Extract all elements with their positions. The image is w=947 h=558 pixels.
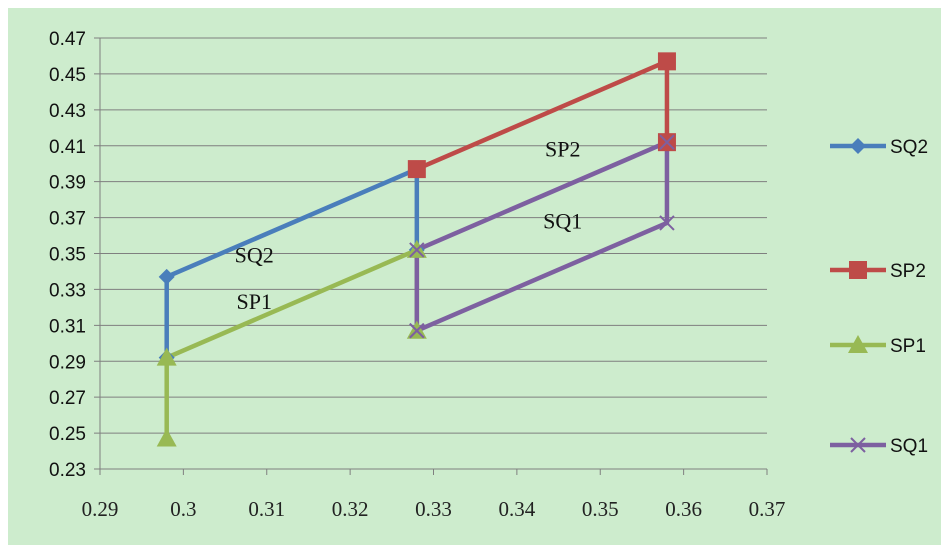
x-tick-label: 0.37 — [749, 497, 786, 521]
legend-label: SP2 — [890, 261, 926, 282]
data-point-sp2 — [407, 160, 426, 179]
annotation-sq1: SQ1 — [543, 208, 582, 233]
data-point-sq1 — [659, 215, 675, 231]
x-tick-label: 0.29 — [82, 497, 119, 521]
y-tick-label: 0.27 — [49, 388, 86, 409]
y-tick-label: 0.31 — [49, 316, 86, 337]
legend-marker — [849, 261, 867, 279]
y-tick-label: 0.45 — [49, 65, 86, 86]
chart-background — [8, 8, 941, 545]
data-point-sp1 — [156, 428, 177, 447]
legend-label: SP1 — [890, 336, 926, 357]
data-point-sp2 — [657, 52, 676, 71]
y-tick-label: 0.41 — [49, 137, 86, 158]
x-tick-label: 0.3 — [170, 497, 196, 521]
x-marker-stroke — [659, 134, 675, 150]
y-tick-label: 0.37 — [49, 209, 86, 230]
x-tick-label: 0.33 — [415, 497, 452, 521]
annotation-sq2: SQ2 — [235, 242, 274, 267]
legend-marker — [850, 138, 866, 154]
y-tick-label: 0.33 — [49, 280, 86, 301]
annotations: SQ2 SP1 SP2 SQ1 — [235, 137, 583, 315]
y-tick-label: 0.29 — [49, 352, 86, 373]
x-marker-stroke — [659, 215, 675, 231]
legend-marker — [850, 437, 866, 453]
legend-label: SQ1 — [890, 436, 928, 457]
series-markers — [156, 52, 676, 447]
y-tick-label: 0.43 — [49, 101, 86, 122]
legend-item-sq1: SQ1 — [830, 436, 928, 457]
data-point-sq1 — [409, 323, 425, 339]
x-tick-label: 0.36 — [665, 497, 702, 521]
data-point-sq2 — [158, 268, 175, 285]
y-tick-label: 0.25 — [49, 424, 86, 445]
x-marker-stroke — [409, 323, 425, 339]
x-tick-label: 0.34 — [499, 497, 536, 521]
x-tick-label: 0.32 — [332, 497, 369, 521]
legend-item-sp2: SP2 — [830, 261, 926, 282]
x-tick-label: 0.31 — [248, 497, 285, 521]
legend-item-sq2: SQ2 — [830, 137, 928, 158]
legend-marker — [848, 335, 868, 353]
y-tick-label: 0.35 — [49, 245, 86, 266]
axes: 0.23 0.25 0.27 0.29 0.31 0.33 0.35 0.37 0.39 0.41… — [49, 29, 785, 521]
x-tick-label: 0.35 — [582, 497, 619, 521]
annotation-sp2: SP2 — [545, 137, 580, 162]
data-point-sp1 — [156, 347, 177, 366]
legend-item-sp1: SP1 — [830, 335, 926, 357]
x-marker-stroke — [409, 242, 425, 258]
y-tick-label: 0.47 — [49, 29, 86, 50]
data-point-sq1 — [409, 242, 425, 258]
y-tick-label: 0.39 — [49, 173, 86, 194]
legend-label: SQ2 — [890, 137, 928, 158]
legend: SQ2 SP2 SP1 SQ1 — [830, 137, 928, 457]
y-tick-label: 0.23 — [49, 460, 86, 481]
annotation-sp1: SP1 — [237, 289, 272, 314]
series-line-sq2 — [164, 166, 420, 360]
x-marker-stroke — [850, 437, 866, 453]
data-point-sq1 — [659, 134, 675, 150]
